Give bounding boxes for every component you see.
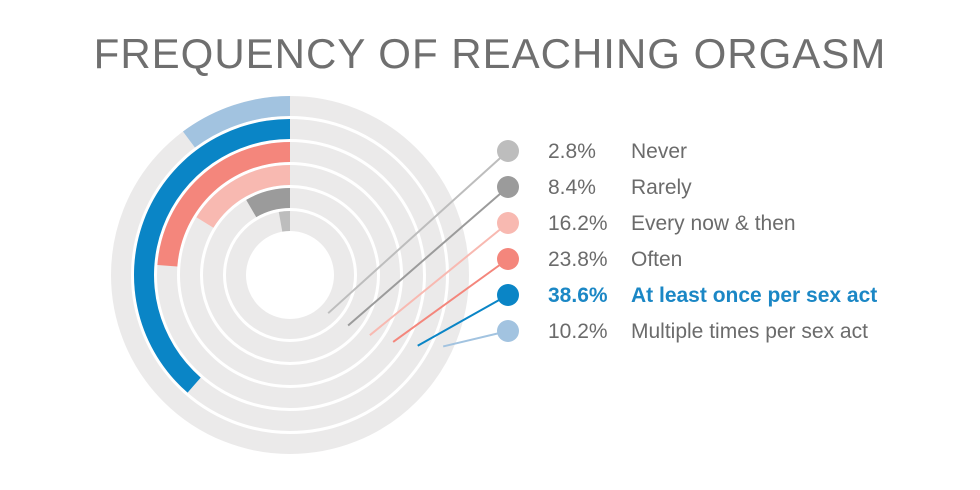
- legend-label: Often: [631, 248, 682, 271]
- legend-dot: [497, 320, 519, 342]
- legend-value: 38.6%: [548, 284, 608, 307]
- legend-dot: [497, 284, 519, 306]
- legend-label: Every now & then: [631, 212, 796, 235]
- ring-bars: [133, 96, 509, 393]
- legend: 2.8% Never 8.4% Rarely 16.2% Every now & then…: [497, 140, 877, 343]
- legend-value: 10.2%: [548, 320, 608, 343]
- leader-line: [442, 330, 509, 348]
- leader-line: [392, 258, 509, 343]
- leader-line: [417, 294, 509, 347]
- legend-label: Rarely: [631, 176, 692, 199]
- legend-value: 2.8%: [548, 140, 596, 163]
- legend-value: 16.2%: [548, 212, 608, 235]
- ring-bar-multiple-times-per-sex-act: [182, 96, 290, 148]
- ring-bar-at-least-once-per-sex-act: [133, 119, 290, 393]
- legend-dot: [497, 212, 519, 234]
- legend-value: 23.8%: [548, 248, 608, 271]
- leader-line: [347, 186, 509, 327]
- legend-label: Never: [631, 140, 687, 163]
- legend-dot: [497, 176, 519, 198]
- ring-track-1: [226, 211, 354, 339]
- ring-bar-never: [278, 211, 290, 232]
- ring-bar-rarely: [246, 188, 290, 218]
- leader-line: [369, 222, 509, 336]
- ring-bar-often: [157, 142, 290, 267]
- legend-dot: [497, 140, 519, 162]
- leader-line: [327, 150, 509, 314]
- legend-value: 8.4%: [548, 176, 596, 199]
- legend-dot: [497, 248, 519, 270]
- legend-label: Multiple times per sex act: [631, 320, 868, 343]
- chart-title: FREQUENCY OF REACHING ORGASM: [93, 30, 887, 77]
- ring-bar-every-now-then: [196, 165, 290, 228]
- legend-label: At least once per sex act: [631, 284, 877, 307]
